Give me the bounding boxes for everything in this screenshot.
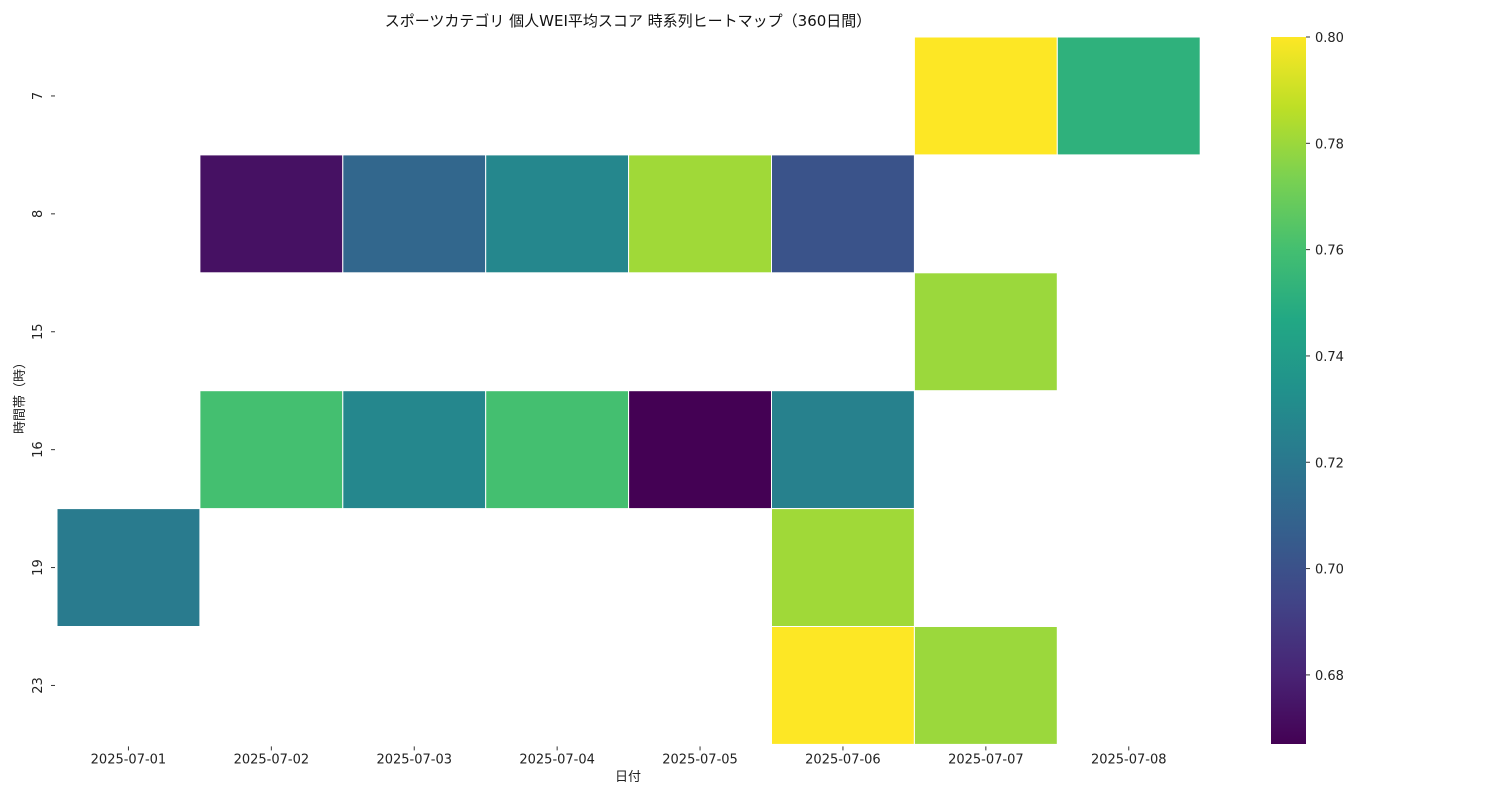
x-tick-label: 2025-07-08: [1091, 752, 1167, 767]
heatmap-cell: [628, 390, 772, 510]
x-tick-label: 2025-07-06: [805, 752, 881, 767]
heatmap-cell: [771, 626, 915, 745]
x-tick-label: 2025-07-02: [234, 752, 310, 767]
x-tick-label: 2025-07-01: [91, 752, 167, 767]
x-axis-ticks: 2025-07-01 2025-07-02 2025-07-03 2025-07-04…: [91, 746, 1167, 767]
heatmap-cell: [913, 272, 1058, 392]
colorbar-tick-label: 0.80: [1315, 31, 1344, 46]
heatmap-cell: [199, 154, 344, 274]
heatmap-cell: [628, 154, 772, 274]
heatmap-cell: [485, 390, 630, 510]
colorbar-tick-label: 0.76: [1315, 244, 1344, 259]
y-tick-label: 16: [31, 441, 46, 458]
colorbar-tick-label: 0.74: [1315, 350, 1344, 365]
x-axis-label: 日付: [615, 770, 641, 785]
colorbar-tick-label: 0.78: [1315, 137, 1344, 152]
heatmap-cell: [485, 154, 630, 274]
heatmap-cell: [1056, 36, 1201, 156]
heatmap-cell: [56, 508, 201, 628]
x-tick-label: 2025-07-04: [519, 752, 595, 767]
chart-title: スポーツカテゴリ 個人WEI平均スコア 時系列ヒートマップ（360日間）: [385, 12, 872, 30]
x-tick-label: 2025-07-05: [662, 752, 738, 767]
y-tick-label: 19: [31, 559, 46, 576]
x-tick-label: 2025-07-03: [376, 752, 452, 767]
heatmap-cell: [771, 390, 915, 510]
colorbar-gradient: [1271, 37, 1306, 744]
y-tick-label: 8: [31, 210, 46, 218]
y-tick-label: 23: [31, 677, 46, 694]
colorbar-tick-label: 0.72: [1315, 456, 1344, 471]
heatmap-cell: [771, 154, 915, 274]
colorbar-tick-label: 0.70: [1315, 563, 1344, 578]
heatmap-cell: [913, 36, 1058, 156]
colorbar-tick-label: 0.68: [1315, 669, 1344, 684]
heatmap-cell: [199, 390, 344, 510]
heatmap-cells: [56, 36, 1201, 745]
colorbar: 0.68 0.70 0.72 0.74 0.76 0.78 0.80: [1271, 31, 1344, 744]
heatmap-cell: [771, 508, 915, 628]
heatmap-cell: [913, 626, 1058, 745]
y-tick-label: 15: [31, 323, 46, 340]
y-axis-label: 時間帯（時）: [13, 356, 28, 434]
x-tick-label: 2025-07-07: [948, 752, 1024, 767]
heatmap-cell: [342, 154, 487, 274]
y-tick-label: 7: [31, 92, 46, 100]
heatmap-cell: [342, 390, 487, 510]
y-axis-ticks: 7 8 15 16 19 23: [31, 92, 55, 694]
